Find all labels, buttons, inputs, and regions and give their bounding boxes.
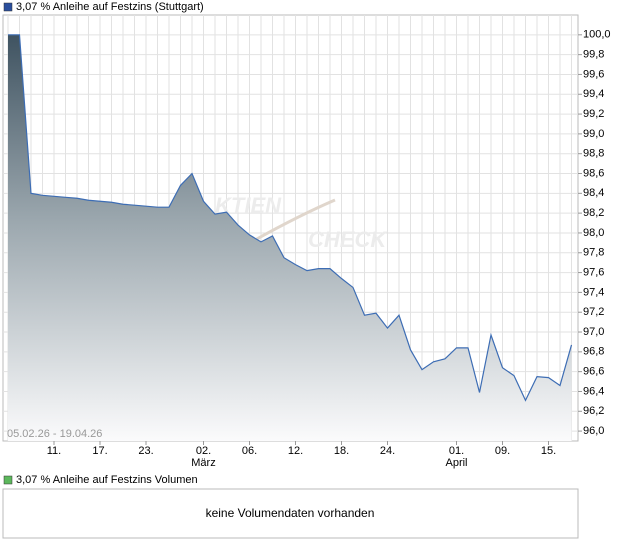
y-tick-label: 98,2: [583, 207, 604, 219]
x-tick-label: 11.: [47, 445, 61, 457]
y-tick-label: 100,0: [583, 29, 611, 41]
y-tick-label: 96,4: [583, 385, 604, 397]
legend-label: 3,07 % Anleihe auf Festzins (Stuttgart): [16, 1, 204, 13]
y-tick-label: 96,0: [583, 425, 604, 437]
legend-swatch: [3, 475, 13, 485]
y-tick-label: 97,0: [583, 326, 604, 338]
x-tick-label: 23.: [138, 445, 153, 457]
x-tick-label: 24.: [380, 445, 395, 457]
y-tick-label: 99,6: [583, 68, 604, 80]
y-tick-label: 97,4: [583, 286, 604, 298]
x-tick-label: 17.: [92, 445, 107, 457]
y-tick-label: 99,2: [583, 108, 604, 120]
y-tick-label: 96,8: [583, 346, 604, 358]
x-tick-label: 01.: [449, 445, 464, 457]
y-tick-label: 96,6: [583, 366, 604, 378]
x-tick-label: 09.: [495, 445, 510, 457]
y-tick-label: 98,8: [583, 148, 604, 160]
x-tick-label: 12.: [288, 445, 303, 457]
area: [8, 34, 572, 441]
y-tick-label: 96,2: [583, 405, 604, 417]
watermark-swoosh: [254, 198, 336, 242]
volume-message: keine Volumendaten vorhanden: [206, 506, 375, 520]
x-tick-label: 18.: [334, 445, 349, 457]
x-tick-label: 06.: [242, 445, 257, 457]
legend-swatch: [3, 2, 13, 12]
legend-label: 3,07 % Anleihe auf Festzins Volumen: [16, 474, 198, 486]
volume-panel: [2, 488, 579, 539]
x-month-label: März: [191, 457, 215, 469]
x-month-label: April: [445, 457, 467, 469]
y-tick-label: 97,2: [583, 306, 604, 318]
y-tick-label: 99,8: [583, 49, 604, 61]
y-tick-label: 98,4: [583, 187, 604, 199]
y-tick-label: 97,8: [583, 247, 604, 259]
y-tick-label: 99,0: [583, 128, 604, 140]
y-tick-label: 98,0: [583, 227, 604, 239]
x-tick-label: 02.: [196, 445, 211, 457]
date-range: 05.02.26 - 19.04.26: [7, 428, 102, 440]
x-tick-label: 15.: [541, 445, 556, 457]
y-tick-label: 98,6: [583, 167, 604, 179]
watermark: CHECK: [308, 227, 388, 252]
y-tick-label: 97,6: [583, 266, 604, 278]
line: [8, 34, 573, 402]
y-tick-label: 99,4: [583, 88, 604, 100]
